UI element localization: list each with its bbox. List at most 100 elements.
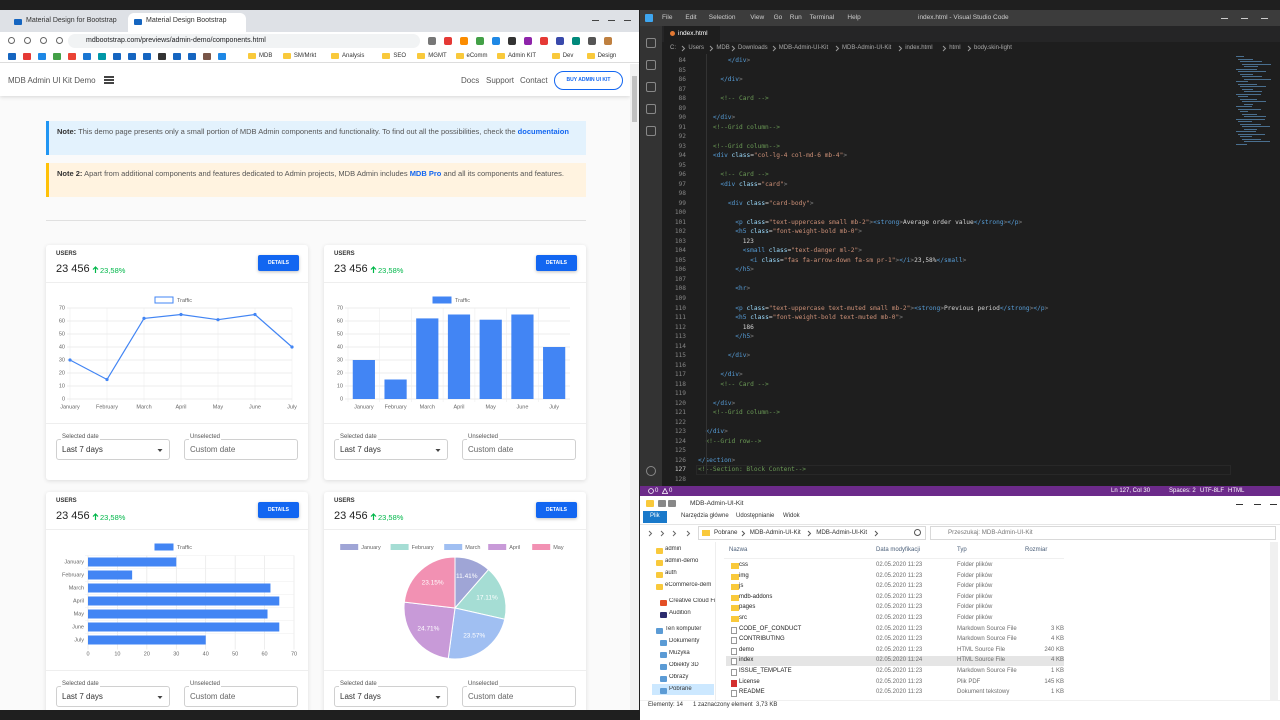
status-item[interactable]: UTF-8 [1200,487,1217,494]
search-box[interactable] [930,526,1276,540]
date-input[interactable]: Unselected Custom date [462,434,576,461]
editor-tab[interactable] [664,26,720,42]
nav-icon[interactable] [24,37,31,44]
bookmark[interactable]: Design [597,53,617,59]
browser-tab[interactable]: Material Design Bootstrap [128,13,246,32]
extension-icon[interactable] [572,37,580,45]
file-name[interactable]: img [739,572,749,579]
file-name[interactable]: pages [739,604,756,611]
ribbon-tab[interactable]: Plik [643,511,667,523]
date-input[interactable]: Unselected Custom date [184,434,298,461]
date-select[interactable]: Selected date Last 7 days [56,681,170,708]
bookmark-icon[interactable] [188,53,196,60]
sidebar-item[interactable]: eCommerce-dem [665,582,711,588]
bookmark-icon[interactable] [23,53,31,60]
menu-item[interactable]: Go [773,14,783,21]
bookmark[interactable]: SEO [393,53,407,59]
cta-button[interactable]: BUY ADMIN UI KIT [554,71,623,90]
sidebar-item[interactable]: admin-demo [665,558,699,564]
hamburger-line[interactable] [104,82,114,84]
bookmark[interactable]: MGMT [428,53,447,59]
extension-icon[interactable] [540,37,548,45]
file-name[interactable]: ISSUE_TEMPLATE [739,668,792,674]
details-button[interactable]: DETAILS [536,255,577,271]
extension-icon[interactable] [444,37,452,45]
sidebar-item[interactable]: Creative Cloud File [669,598,715,604]
bookmark-icon[interactable] [218,53,226,60]
column-header[interactable]: Rozmiar [1025,547,1048,553]
menu-item[interactable]: Edit [685,14,697,21]
extension-icon[interactable] [556,37,564,45]
breadcrumb-item[interactable]: html [949,45,961,51]
note-link[interactable]: MDB Pro [409,169,442,178]
file-name[interactable]: demo [739,646,755,653]
settings-icon[interactable] [646,466,656,476]
status-item[interactable]: HTML [1228,487,1245,494]
status-item[interactable]: Spaces: 2 [1169,487,1196,494]
extension-icon[interactable] [588,37,596,45]
hamburger-line[interactable] [104,76,114,78]
hamburger-line[interactable] [104,79,114,81]
activity-icon[interactable] [646,82,656,92]
breadcrumb-item[interactable]: C: [670,45,676,51]
quick-access-icon[interactable] [658,500,666,507]
file-name[interactable]: CODE_OF_CONDUCT [739,625,802,632]
bookmark[interactable]: SM/Mrkt [293,53,317,59]
date-select[interactable]: Selected date Last 7 days [56,434,170,461]
address-segment[interactable]: MDB-Admin-UI-Kit [816,529,868,536]
file-name[interactable]: index [739,657,754,664]
extension-icon[interactable] [476,37,484,45]
extension-icon[interactable] [428,37,436,45]
file-name[interactable]: License [739,678,760,685]
window-control[interactable] [1236,504,1243,505]
nav-icon[interactable] [56,37,63,44]
bookmark-icon[interactable] [143,53,151,60]
extension-icon[interactable] [460,37,468,45]
window-control[interactable] [1241,18,1248,19]
bookmark[interactable]: MDB [259,53,273,59]
sidebar-item[interactable]: Pobrane [669,686,692,692]
bookmark-icon[interactable] [113,53,121,60]
bookmark-icon[interactable] [173,53,181,60]
ribbon-tab[interactable]: Narzędzia główne [681,513,729,519]
bookmark-icon[interactable] [203,53,211,60]
column-header[interactable]: Nazwa [729,547,748,553]
window-control[interactable] [608,20,615,21]
sidebar-item[interactable]: Dokumenty [669,638,700,644]
bookmark-icon[interactable] [8,53,16,60]
brand[interactable]: MDB Admin UI Kit Demo [8,76,96,85]
date-input[interactable]: Unselected Custom date [184,681,298,708]
bookmark-icon[interactable] [98,53,106,60]
file-name[interactable]: CONTRIBUTING [739,636,785,643]
breadcrumb-item[interactable]: MDB [716,45,730,51]
window-control[interactable] [1254,504,1261,505]
nav-link[interactable]: Support [486,76,515,85]
nav-icon[interactable] [40,37,47,44]
sidebar-item[interactable]: Obrazy [669,674,689,680]
activity-icon[interactable] [646,60,656,70]
breadcrumb-item[interactable]: Downloads [738,45,768,51]
extension-icon[interactable] [508,37,516,45]
activity-icon[interactable] [646,38,656,48]
extension-icon[interactable] [492,37,500,45]
address-segment[interactable]: Pobrane [714,529,738,536]
ribbon-tab[interactable]: Widok [783,513,800,519]
file-name[interactable]: css [739,562,748,568]
warning-count[interactable]: 0 [669,487,673,494]
menu-item[interactable]: Terminal [809,14,835,21]
bookmark[interactable]: Admin KIT [508,53,537,59]
window-control[interactable] [624,20,631,21]
nav-link[interactable]: Contact [520,76,548,85]
bookmark-icon[interactable] [128,53,136,60]
new-tab[interactable] [250,16,260,26]
address-box[interactable] [698,526,926,540]
date-select[interactable]: Selected date Last 7 days [334,681,448,708]
bookmark[interactable]: Analysis [342,53,365,59]
refresh-button[interactable] [914,529,921,536]
menu-item[interactable]: Selection [708,14,736,21]
details-button[interactable]: DETAILS [258,502,299,518]
extension-icon[interactable] [524,37,532,45]
file-name[interactable]: src [739,615,747,621]
breadcrumb-item[interactable]: body.skin-light [974,45,1012,51]
column-header[interactable]: Data modyfikacji [876,547,921,553]
